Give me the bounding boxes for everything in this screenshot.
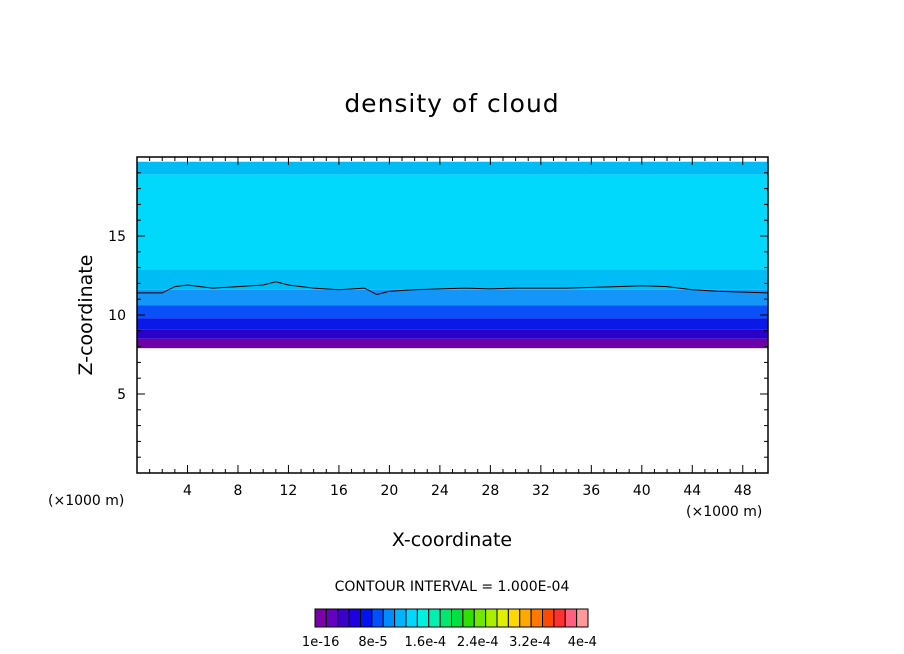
colorbar-swatch bbox=[564, 608, 578, 628]
colorbar-swatch bbox=[348, 608, 361, 628]
contour-band-1 bbox=[137, 329, 768, 339]
colorbar-label: 3.2e-4 bbox=[509, 635, 551, 650]
x-tick-label: 8 bbox=[233, 483, 242, 499]
x-axis-ticks: 4 8 12 16 20 24 28 32 36 40 44 48 bbox=[149, 157, 756, 499]
colorbar-swatch bbox=[337, 608, 350, 628]
x-tick-label: 32 bbox=[532, 483, 550, 499]
colorbar-swatch bbox=[371, 608, 384, 628]
contour-band-0 bbox=[137, 338, 768, 349]
colorbar-label: 2.4e-4 bbox=[457, 635, 499, 650]
x-tick-label: 36 bbox=[582, 483, 600, 499]
contour-fill-bands bbox=[137, 161, 768, 349]
colorbar-swatch bbox=[439, 608, 452, 628]
x-tick-label: 44 bbox=[683, 483, 701, 499]
y-tick-label: 10 bbox=[108, 308, 126, 324]
colorbar-swatch bbox=[530, 608, 543, 628]
colorbar-swatch bbox=[462, 608, 475, 628]
y-axis-ticks: 5 10 15 bbox=[108, 172, 768, 458]
contour-band-3 bbox=[137, 305, 768, 319]
colorbar-label: 4e-4 bbox=[568, 635, 597, 650]
x-tick-label: 12 bbox=[280, 483, 298, 499]
colorbar-swatch bbox=[496, 608, 509, 628]
colorbar-swatch bbox=[416, 608, 430, 628]
colorbar-swatch bbox=[382, 608, 396, 628]
colorbar-swatch bbox=[519, 608, 532, 628]
contour-band-5 bbox=[137, 269, 768, 290]
colorbar-swatch bbox=[428, 608, 441, 628]
colorbar bbox=[314, 608, 589, 628]
colorbar-labels: 1e-16 8e-5 1.6e-4 2.4e-4 3.2e-4 4e-4 bbox=[302, 635, 597, 650]
x-unit-right: (×1000 m) bbox=[686, 504, 762, 520]
contour-band-6 bbox=[137, 174, 768, 270]
colorbar-swatch bbox=[360, 608, 373, 628]
colorbar-label: 1e-16 bbox=[302, 635, 340, 650]
y-tick-label: 15 bbox=[108, 229, 126, 245]
colorbar-swatch bbox=[405, 608, 418, 628]
x-tick-label: 28 bbox=[481, 483, 499, 499]
colorbar-swatch bbox=[542, 608, 555, 628]
colorbar-label: 1.6e-4 bbox=[405, 635, 447, 650]
colorbar-swatch bbox=[325, 608, 339, 628]
y-tick-label: 5 bbox=[117, 387, 126, 403]
colorbar-swatch bbox=[314, 608, 327, 628]
colorbar-label: 8e-5 bbox=[358, 635, 387, 650]
colorbar-swatch bbox=[394, 608, 407, 628]
contour-line bbox=[137, 281, 769, 296]
colorbar-swatch bbox=[473, 608, 487, 628]
contour-interval-label: CONTOUR INTERVAL = 1.000E-04 bbox=[335, 579, 570, 595]
colorbar-swatch bbox=[576, 608, 589, 628]
contour-band-2 bbox=[137, 318, 768, 330]
x-axis-label: X-coordinate bbox=[392, 529, 512, 551]
x-tick-label: 48 bbox=[734, 483, 752, 499]
contour-band-4 bbox=[137, 289, 768, 306]
colorbar-swatch bbox=[507, 608, 521, 628]
chart-title: density of cloud bbox=[344, 89, 559, 118]
x-tick-label: 24 bbox=[431, 483, 449, 499]
colorbar-swatch bbox=[553, 608, 566, 628]
colorbar-swatch bbox=[485, 608, 498, 628]
x-tick-label: 20 bbox=[380, 483, 398, 499]
x-tick-label: 4 bbox=[183, 483, 192, 499]
y-axis-label: Z-coordinate bbox=[75, 255, 97, 376]
x-unit-left: (×1000 m) bbox=[48, 493, 124, 509]
colorbar-swatch bbox=[451, 608, 464, 628]
contour-band-7 bbox=[137, 161, 768, 175]
x-tick-label: 40 bbox=[633, 483, 651, 499]
x-tick-label: 16 bbox=[330, 483, 348, 499]
